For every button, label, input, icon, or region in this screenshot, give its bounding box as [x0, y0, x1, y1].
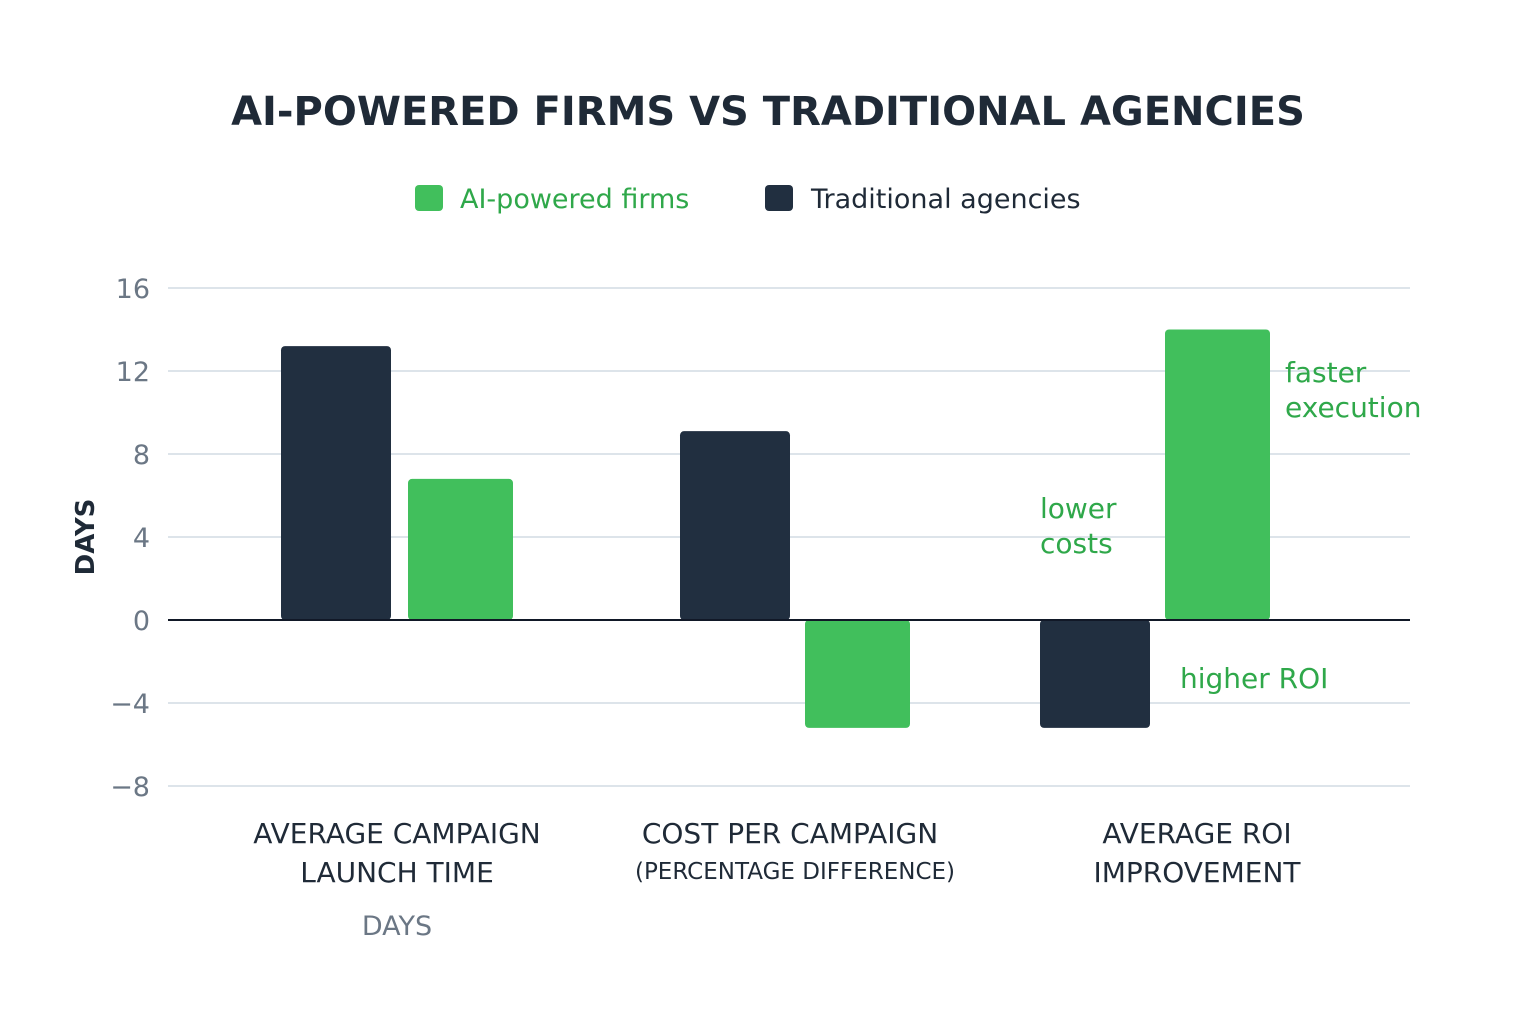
category-1-line2: LAUNCH TIME	[300, 856, 494, 889]
legend: AI-powered firms Traditional agencies	[415, 184, 1081, 215]
y-axis-label: DAYS	[71, 499, 101, 576]
category-3-line1: AVERAGE ROI	[1102, 817, 1291, 850]
category-2-line2: (PERCENTAGE DIFFERENCE)	[635, 859, 955, 885]
legend-swatch-traditional	[765, 185, 793, 211]
annotations: lower costs faster execution higher ROI	[1040, 356, 1421, 695]
annotation-lower-costs-line2: costs	[1040, 527, 1113, 560]
legend-swatch-ai	[415, 185, 443, 211]
bars	[281, 329, 1270, 728]
y-tick-label: 8	[133, 440, 150, 471]
y-tick-label: 12	[116, 357, 150, 388]
category-1-sub: DAYS	[362, 911, 432, 942]
bar-ai-cat2	[805, 620, 910, 728]
legend-label-traditional: Traditional agencies	[810, 184, 1081, 215]
annotation-faster-execution-line1: faster	[1285, 356, 1367, 389]
annotation-higher-roi: higher ROI	[1180, 662, 1328, 695]
annotation-faster-execution-line2: execution	[1285, 391, 1421, 424]
bar-traditional-cat2	[680, 431, 790, 620]
bar-traditional-cat3	[1040, 620, 1150, 728]
category-labels: AVERAGE CAMPAIGN LAUNCH TIME DAYS COST P…	[253, 817, 1301, 942]
category-2-line1: COST PER CAMPAIGN	[642, 817, 938, 850]
legend-label-ai: AI-powered firms	[460, 184, 689, 215]
bar-ai-cat1	[408, 478, 513, 620]
chart-title: AI-POWERED FIRMS VS TRADITIONAL AGENCIES	[231, 89, 1305, 135]
category-3-line2: IMPROVEMENT	[1093, 856, 1301, 889]
y-tick-label: −4	[110, 689, 150, 720]
y-tick-label: 4	[133, 523, 150, 554]
bar-traditional-cat1	[281, 346, 391, 620]
annotation-lower-costs-line1: lower	[1040, 492, 1117, 525]
category-1-line1: AVERAGE CAMPAIGN	[253, 817, 541, 850]
y-axis-ticks: 16 12 8 4 0 −4 −8	[110, 274, 150, 803]
bar-ai-cat3	[1165, 329, 1270, 620]
y-tick-label: 0	[133, 606, 150, 637]
y-tick-label: 16	[116, 274, 150, 305]
y-tick-label: −8	[110, 772, 150, 803]
